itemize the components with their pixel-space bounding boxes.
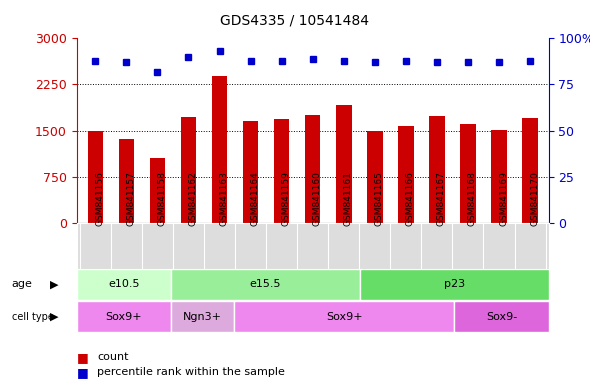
Bar [429, 116, 445, 223]
Text: GSM841168: GSM841168 [468, 172, 477, 227]
FancyBboxPatch shape [234, 301, 454, 332]
Bar [305, 115, 320, 223]
Text: GDS4335 / 10541484: GDS4335 / 10541484 [221, 13, 369, 27]
Text: GSM841156: GSM841156 [96, 172, 104, 227]
Bar [367, 131, 382, 223]
Bar [87, 131, 103, 223]
Text: Sox9-: Sox9- [486, 312, 517, 322]
Text: ■: ■ [77, 351, 88, 364]
Text: Sox9+: Sox9+ [106, 312, 142, 322]
Text: GSM841164: GSM841164 [251, 172, 260, 227]
Text: e10.5: e10.5 [108, 279, 140, 289]
Text: GSM841165: GSM841165 [375, 172, 384, 227]
Text: ▶: ▶ [50, 279, 58, 289]
Bar [119, 139, 134, 223]
Text: GSM841170: GSM841170 [530, 172, 539, 227]
Text: ■: ■ [77, 366, 88, 379]
Bar [491, 130, 507, 223]
FancyBboxPatch shape [77, 301, 171, 332]
FancyBboxPatch shape [360, 269, 549, 300]
Text: GSM841159: GSM841159 [281, 172, 291, 227]
Text: GSM841163: GSM841163 [219, 172, 228, 227]
Text: GSM841162: GSM841162 [188, 172, 198, 227]
Bar [181, 117, 196, 223]
Text: GSM841161: GSM841161 [344, 172, 353, 227]
Text: e15.5: e15.5 [250, 279, 281, 289]
Bar [212, 76, 227, 223]
Bar [243, 121, 258, 223]
Text: GSM841158: GSM841158 [158, 172, 166, 227]
Text: GSM841166: GSM841166 [406, 172, 415, 227]
Text: Sox9+: Sox9+ [326, 312, 362, 322]
Bar [398, 126, 414, 223]
Text: cell type: cell type [12, 312, 54, 322]
Text: count: count [97, 352, 129, 362]
Text: percentile rank within the sample: percentile rank within the sample [97, 367, 285, 377]
Text: GSM841169: GSM841169 [499, 172, 508, 227]
Bar [150, 158, 165, 223]
FancyBboxPatch shape [77, 269, 171, 300]
Text: Ngn3+: Ngn3+ [183, 312, 222, 322]
FancyBboxPatch shape [454, 301, 549, 332]
FancyBboxPatch shape [171, 269, 360, 300]
Text: GSM841157: GSM841157 [126, 172, 135, 227]
Text: age: age [12, 279, 32, 289]
Bar [522, 118, 538, 223]
Text: GSM841160: GSM841160 [313, 172, 322, 227]
FancyBboxPatch shape [171, 301, 234, 332]
Bar [336, 105, 352, 223]
Bar [274, 119, 290, 223]
Text: p23: p23 [444, 279, 465, 289]
Text: ▶: ▶ [50, 312, 58, 322]
Text: GSM841167: GSM841167 [437, 172, 446, 227]
Bar [460, 124, 476, 223]
